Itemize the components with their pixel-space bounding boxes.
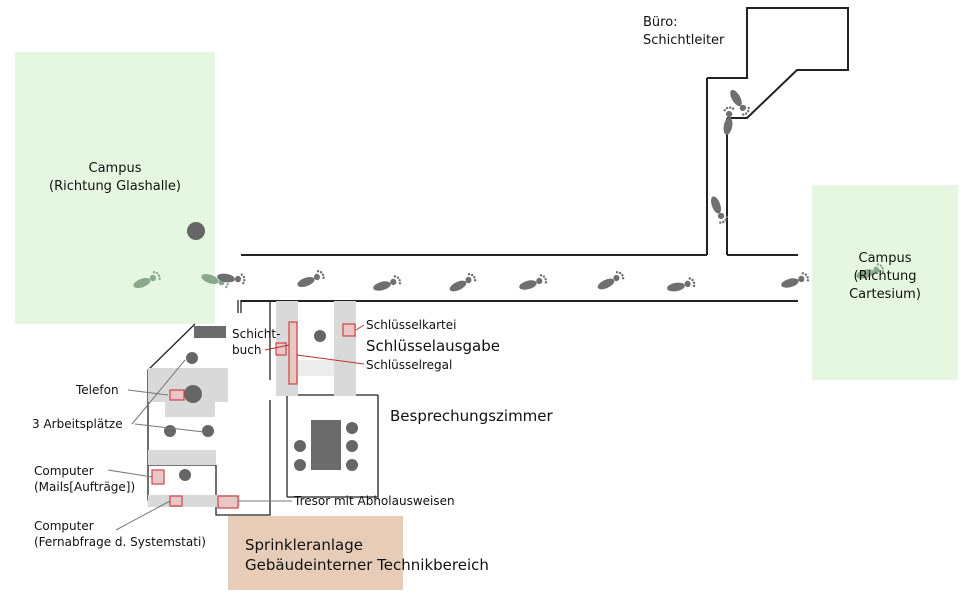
campus-west-line2: (Richtung Glashalle) xyxy=(49,179,181,194)
footprint-icon xyxy=(594,269,626,292)
footprint-path xyxy=(131,86,886,294)
campus-east-label: Campus (Richtung Cartesium) xyxy=(820,250,950,304)
seat-icon xyxy=(179,469,191,481)
campus-marker-icon xyxy=(187,222,205,240)
sprinkler-label: Sprinkleranlage Gebäudeinterner Technikb… xyxy=(245,535,489,575)
buero-label: Büro: Schichtleiter xyxy=(643,14,724,50)
campus-east-line2: (Richtung xyxy=(853,269,917,284)
campus-east-zone xyxy=(812,185,958,380)
schichtbuch-line2: buch xyxy=(232,343,262,357)
computer1-line1: Computer xyxy=(34,464,94,478)
key-issue-area xyxy=(275,301,356,396)
footprint-icon xyxy=(719,105,736,136)
seat-icon xyxy=(186,352,198,364)
telephone-icon xyxy=(184,385,202,403)
footprint-icon xyxy=(517,272,549,292)
buero-line1: Büro: xyxy=(643,15,678,30)
schichtbuch-line1: Schicht- xyxy=(232,327,281,341)
computer2-line2: (Fernabfrage d. Systemstati) xyxy=(34,535,206,549)
schluesselregal-label: Schlüsselregal xyxy=(366,358,453,372)
computer-mails-label: Computer (Mails[Aufträge]) xyxy=(34,463,135,495)
besprechungszimmer-label: Besprechungszimmer xyxy=(390,407,553,425)
sprinkler-zone xyxy=(228,516,403,590)
footprint-icon xyxy=(446,271,478,294)
footprint-icon xyxy=(779,270,811,290)
computer2-line1: Computer xyxy=(34,519,94,533)
arbeitsplaetze-label: 3 Arbeitsplätze xyxy=(32,417,123,431)
campus-west-label: Campus (Richtung Glashalle) xyxy=(30,160,200,196)
table-icon xyxy=(311,420,341,470)
campus-east-line3: Cartesium) xyxy=(849,287,921,302)
schluesselausgabe-label: Schlüsselausgabe xyxy=(366,337,500,355)
campus-west-line1: Campus xyxy=(88,161,142,176)
campus-east-line1: Campus xyxy=(858,251,912,266)
buero-line2: Schichtleiter xyxy=(643,33,725,48)
footprint-icon xyxy=(665,276,697,293)
meeting-room xyxy=(294,420,358,471)
footprint-icon xyxy=(131,269,162,291)
schichtbuch-label: Schicht- buch xyxy=(232,326,280,358)
office-furniture xyxy=(148,222,240,507)
schluesselkartei-label: Schlüsselkartei xyxy=(366,318,457,332)
tresor-label: Tresor mit Abholausweisen xyxy=(294,494,455,508)
footprint-icon xyxy=(295,268,326,290)
office-highlights xyxy=(151,389,239,509)
computer1-line2: (Mails[Aufträge]) xyxy=(34,480,136,494)
sprinkler-line2: Gebäudeinterner Technikbereich xyxy=(245,556,489,574)
campus-west-zone xyxy=(15,52,215,324)
seat-icon xyxy=(314,330,326,342)
leader-lines xyxy=(107,324,365,531)
seat-icon xyxy=(164,425,176,437)
corridor-walls xyxy=(241,7,849,302)
sprinkler-line1: Sprinkleranlage xyxy=(245,536,363,554)
telefon-label: Telefon xyxy=(76,383,119,397)
computer-fernabfrage-label: Computer (Fernabfrage d. Systemstati) xyxy=(34,518,206,550)
seat-icon xyxy=(202,425,214,437)
footprint-icon xyxy=(371,273,403,293)
